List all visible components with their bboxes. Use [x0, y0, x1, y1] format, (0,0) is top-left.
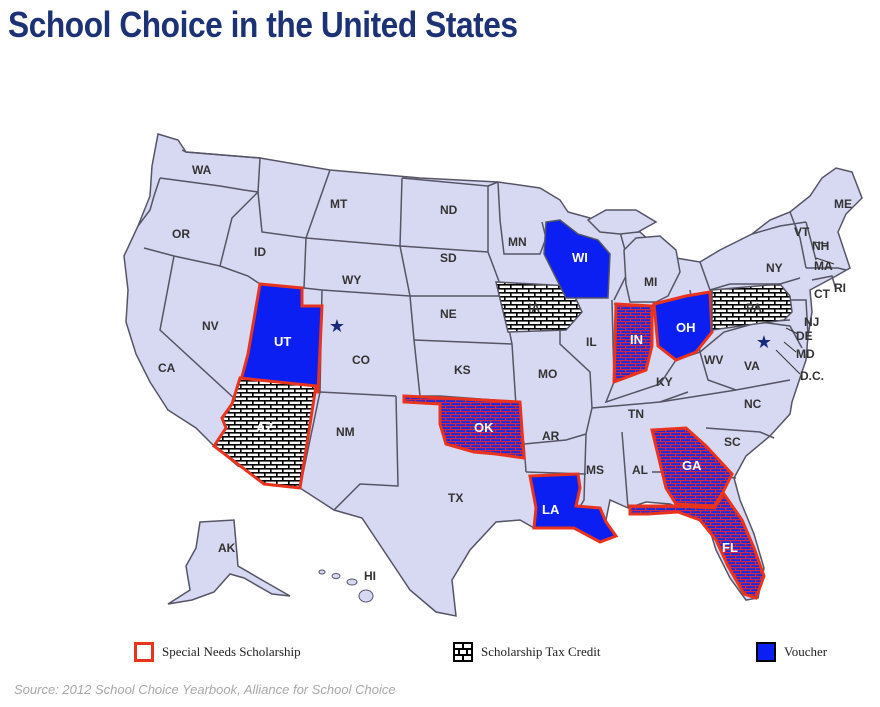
label-nm: NM: [336, 425, 355, 439]
star-icon: ★: [756, 332, 772, 352]
label-mo: MO: [538, 367, 557, 381]
label-ky: KY: [656, 375, 673, 389]
label-me: ME: [834, 197, 852, 211]
label-fl: FL: [722, 540, 738, 555]
label-de: DE: [796, 329, 813, 343]
label-mn: MN: [508, 235, 527, 249]
label-id: ID: [254, 245, 266, 259]
label-wy: WY: [342, 273, 361, 287]
label-nh: NH: [812, 239, 829, 253]
label-mi: MI: [644, 275, 657, 289]
label-ks: KS: [454, 363, 471, 377]
special-needs-swatch: [134, 642, 154, 662]
legend-special-needs-label: Special Needs Scholarship: [162, 644, 301, 659]
label-vt: VT: [794, 225, 810, 239]
map-title: School Choice in the United States: [8, 4, 518, 45]
label-pa: PA: [746, 301, 762, 315]
state-fl[interactable]: [628, 491, 766, 600]
source-note: Source: 2012 School Choice Yearbook, All…: [14, 682, 396, 697]
state-pa[interactable]: [711, 283, 793, 331]
label-tx: TX: [448, 491, 463, 505]
state-la[interactable]: [528, 472, 619, 544]
michigan-upper: [586, 209, 658, 235]
label-nj: NJ: [804, 315, 819, 329]
label-sd: SD: [440, 251, 457, 265]
label-or: OR: [172, 227, 190, 241]
state-in[interactable]: [612, 302, 654, 385]
label-al: AL: [632, 463, 648, 477]
label-ma: MA: [814, 259, 833, 273]
star-icon: ★: [329, 316, 345, 336]
label-ny: NY: [766, 261, 783, 275]
voucher-swatch: [756, 642, 776, 662]
label-in: IN: [630, 332, 643, 347]
legend-voucher-label: Voucher: [784, 644, 828, 659]
label-hi: HI: [364, 569, 376, 583]
label-wa: WA: [192, 163, 212, 177]
state-wi[interactable]: [543, 219, 611, 299]
state-ia[interactable]: [495, 281, 583, 333]
label-ia: IA: [528, 301, 540, 315]
label-wv: WV: [704, 353, 723, 367]
label-la: LA: [542, 502, 560, 517]
legend-tax-credit: Scholarship Tax Credit: [453, 640, 600, 664]
label-ri: RI: [834, 281, 846, 295]
state-ut[interactable]: [238, 282, 324, 394]
state-az[interactable]: [211, 376, 318, 490]
label-oh: OH: [676, 320, 696, 335]
program-states: [211, 219, 793, 600]
us-map: ★ ★ WA OR CA NV ID MT WY UT CO AZ NM ND …: [123, 133, 863, 617]
dc-leader-lines: [775, 241, 835, 375]
label-ms: MS: [586, 463, 604, 477]
michigan-lower: [623, 235, 681, 303]
state-labels: WA OR CA NV ID MT WY UT CO AZ NM ND SD N…: [158, 163, 852, 583]
label-il: IL: [586, 335, 597, 349]
label-ca: CA: [158, 361, 176, 375]
label-ok: OK: [474, 420, 494, 435]
label-ut: UT: [274, 334, 291, 349]
label-ar: AR: [542, 429, 560, 443]
legend-voucher: Voucher: [756, 640, 827, 664]
state-ak[interactable]: [167, 519, 291, 605]
label-nc: NC: [744, 397, 762, 411]
label-nv: NV: [202, 319, 219, 333]
label-va: VA: [744, 359, 760, 373]
label-ne: NE: [440, 307, 457, 321]
state-ok[interactable]: [402, 394, 526, 460]
state-ga[interactable]: [650, 426, 734, 508]
label-sc: SC: [724, 435, 741, 449]
label-tn: TN: [628, 407, 644, 421]
label-ga: GA: [682, 458, 702, 473]
state-oh[interactable]: [652, 290, 714, 362]
state-hi[interactable]: [318, 569, 374, 603]
tax-credit-swatch: [453, 642, 473, 662]
label-dc: D.C.: [800, 369, 824, 383]
label-wi: WI: [572, 250, 588, 265]
label-az: AZ: [256, 420, 273, 435]
legend-special-needs: Special Needs Scholarship: [134, 640, 301, 664]
label-mt: MT: [330, 197, 348, 211]
legend-tax-credit-label: Scholarship Tax Credit: [481, 644, 601, 659]
label-md: MD: [796, 347, 815, 361]
label-ct: CT: [814, 287, 831, 301]
label-nd: ND: [440, 203, 458, 217]
label-ak: AK: [218, 541, 236, 555]
label-co: CO: [352, 353, 370, 367]
